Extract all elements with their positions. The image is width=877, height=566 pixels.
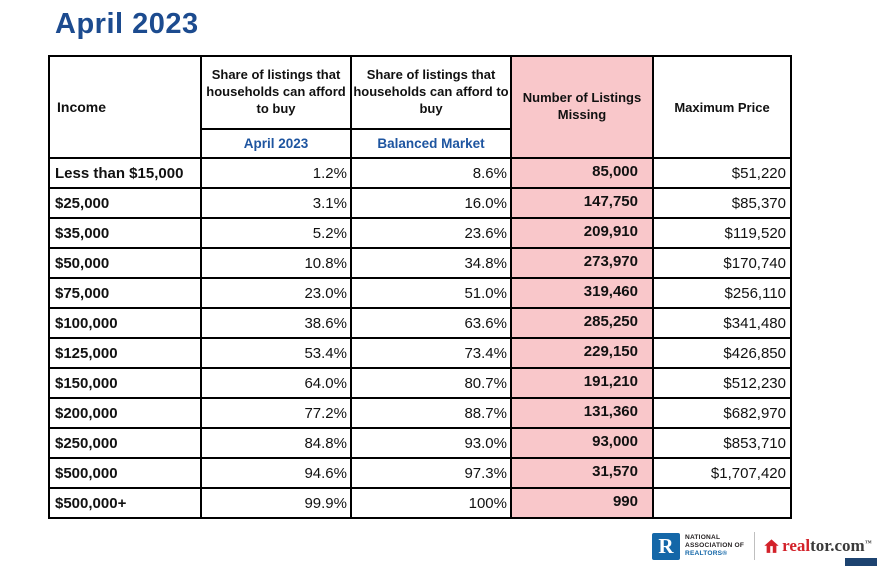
- balanced-share-cell: 63.6%: [350, 307, 512, 339]
- corner-accent-bar: [845, 558, 877, 566]
- max-price-cell: $256,110: [652, 277, 792, 309]
- balanced-share-cell: 100%: [350, 487, 512, 519]
- nar-logo-icon: R: [652, 532, 680, 560]
- table-row: $35,000 5.2% 23.6% 209,910 $119,520: [48, 217, 792, 249]
- balanced-share-cell: 8.6%: [350, 157, 512, 189]
- listings-missing-cell: 147,750: [510, 187, 654, 219]
- listings-missing-cell: 31,570: [510, 457, 654, 489]
- col-header-maximum-price: Maximum Price: [652, 55, 792, 159]
- april-share-cell: 64.0%: [200, 367, 352, 399]
- trademark-symbol: ™: [864, 539, 872, 547]
- col-subheader-balanced-market: Balanced Market: [350, 128, 512, 159]
- listings-missing-cell: 191,210: [510, 367, 654, 399]
- table-row: $150,000 64.0% 80.7% 191,210 $512,230: [48, 367, 792, 399]
- april-share-cell: 5.2%: [200, 217, 352, 249]
- april-share-cell: 53.4%: [200, 337, 352, 369]
- april-share-cell: 94.6%: [200, 457, 352, 489]
- col-header-share-april-group: Share of listings that households can af…: [200, 55, 352, 130]
- listings-missing-cell: 85,000: [510, 157, 654, 189]
- max-price-cell: $426,850: [652, 337, 792, 369]
- table-row: $75,000 23.0% 51.0% 319,460 $256,110: [48, 277, 792, 309]
- nar-logo: R NATIONAL ASSOCIATION OF REALTORS®: [652, 532, 744, 560]
- income-cell: $25,000: [48, 187, 202, 219]
- april-share-cell: 84.8%: [200, 427, 352, 459]
- listings-missing-cell: 990: [510, 487, 654, 519]
- listings-missing-cell: 131,360: [510, 397, 654, 429]
- balanced-share-cell: 80.7%: [350, 367, 512, 399]
- nar-text-line2: ASSOCIATION OF: [685, 541, 745, 549]
- affordability-table: Income Share of listings that households…: [48, 55, 792, 519]
- table-row: $250,000 84.8% 93.0% 93,000 $853,710: [48, 427, 792, 459]
- house-icon: [764, 538, 779, 554]
- table-row: $50,000 10.8% 34.8% 273,970 $170,740: [48, 247, 792, 279]
- listings-missing-cell: 319,460: [510, 277, 654, 309]
- balanced-share-cell: 93.0%: [350, 427, 512, 459]
- income-cell: Less than $15,000: [48, 157, 202, 189]
- table-row: Less than $15,000 1.2% 8.6% 85,000 $51,2…: [48, 157, 792, 189]
- april-share-cell: 77.2%: [200, 397, 352, 429]
- header-row-main: Income Share of listings that households…: [48, 55, 792, 159]
- balanced-share-cell: 73.4%: [350, 337, 512, 369]
- april-share-cell: 1.2%: [200, 157, 352, 189]
- max-price-cell: $853,710: [652, 427, 792, 459]
- income-cell: $150,000: [48, 367, 202, 399]
- table-row: $125,000 53.4% 73.4% 229,150 $426,850: [48, 337, 792, 369]
- header-row-sub: April 2023 Balanced Market: [49, 128, 791, 159]
- logo-divider: [754, 532, 756, 560]
- table-row: $200,000 77.2% 88.7% 131,360 $682,970: [48, 397, 792, 429]
- table-row: $500,000 94.6% 97.3% 31,570 $1,707,420: [48, 457, 792, 489]
- max-price-cell: $1,707,420: [652, 457, 792, 489]
- listings-missing-cell: 273,970: [510, 247, 654, 279]
- income-cell: $500,000: [48, 457, 202, 489]
- income-cell: $35,000: [48, 217, 202, 249]
- balanced-share-cell: 97.3%: [350, 457, 512, 489]
- nar-text-line1: NATIONAL: [685, 533, 721, 541]
- max-price-cell: $341,480: [652, 307, 792, 339]
- max-price-cell: [652, 487, 792, 519]
- max-price-cell: $512,230: [652, 367, 792, 399]
- income-cell: $75,000: [48, 277, 202, 309]
- april-share-cell: 3.1%: [200, 187, 352, 219]
- realtor-logo-prefix: real: [782, 536, 811, 555]
- april-share-cell: 23.0%: [200, 277, 352, 309]
- listings-missing-cell: 285,250: [510, 307, 654, 339]
- listings-missing-cell: 209,910: [510, 217, 654, 249]
- balanced-share-cell: 23.6%: [350, 217, 512, 249]
- table-row: $100,000 38.6% 63.6% 285,250 $341,480: [48, 307, 792, 339]
- listings-missing-cell: 229,150: [510, 337, 654, 369]
- max-price-cell: $119,520: [652, 217, 792, 249]
- col-subheader-april-2023: April 2023: [200, 128, 352, 159]
- col-header-income: Income: [48, 55, 202, 159]
- footer-logos: R NATIONAL ASSOCIATION OF REALTORS® real…: [652, 529, 872, 563]
- april-share-cell: 99.9%: [200, 487, 352, 519]
- col-header-listings-missing: Number of Listings Missing: [510, 55, 654, 159]
- income-cell: $250,000: [48, 427, 202, 459]
- balanced-share-cell: 88.7%: [350, 397, 512, 429]
- balanced-share-cell: 34.8%: [350, 247, 512, 279]
- page-title: April 2023: [55, 8, 199, 40]
- income-cell: $200,000: [48, 397, 202, 429]
- max-price-cell: $170,740: [652, 247, 792, 279]
- realtor-com-logo: real tor.com ™: [764, 536, 872, 556]
- max-price-cell: $85,370: [652, 187, 792, 219]
- realtor-logo-suffix: tor.com: [810, 536, 865, 555]
- nar-text-line3: REALTORS®: [685, 550, 728, 558]
- max-price-cell: $51,220: [652, 157, 792, 189]
- income-cell: $500,000+: [48, 487, 202, 519]
- table-row: $25,000 3.1% 16.0% 147,750 $85,370: [48, 187, 792, 219]
- income-cell: $100,000: [48, 307, 202, 339]
- nar-logo-text: NATIONAL ASSOCIATION OF REALTORS®: [685, 534, 744, 559]
- col-header-share-balanced-group: Share of listings that households can af…: [350, 55, 512, 130]
- april-share-cell: 10.8%: [200, 247, 352, 279]
- income-cell: $125,000: [48, 337, 202, 369]
- max-price-cell: $682,970: [652, 397, 792, 429]
- balanced-share-cell: 51.0%: [350, 277, 512, 309]
- balanced-share-cell: 16.0%: [350, 187, 512, 219]
- april-share-cell: 38.6%: [200, 307, 352, 339]
- income-cell: $50,000: [48, 247, 202, 279]
- listings-missing-cell: 93,000: [510, 427, 654, 459]
- table-row: $500,000+ 99.9% 100% 990: [48, 487, 792, 519]
